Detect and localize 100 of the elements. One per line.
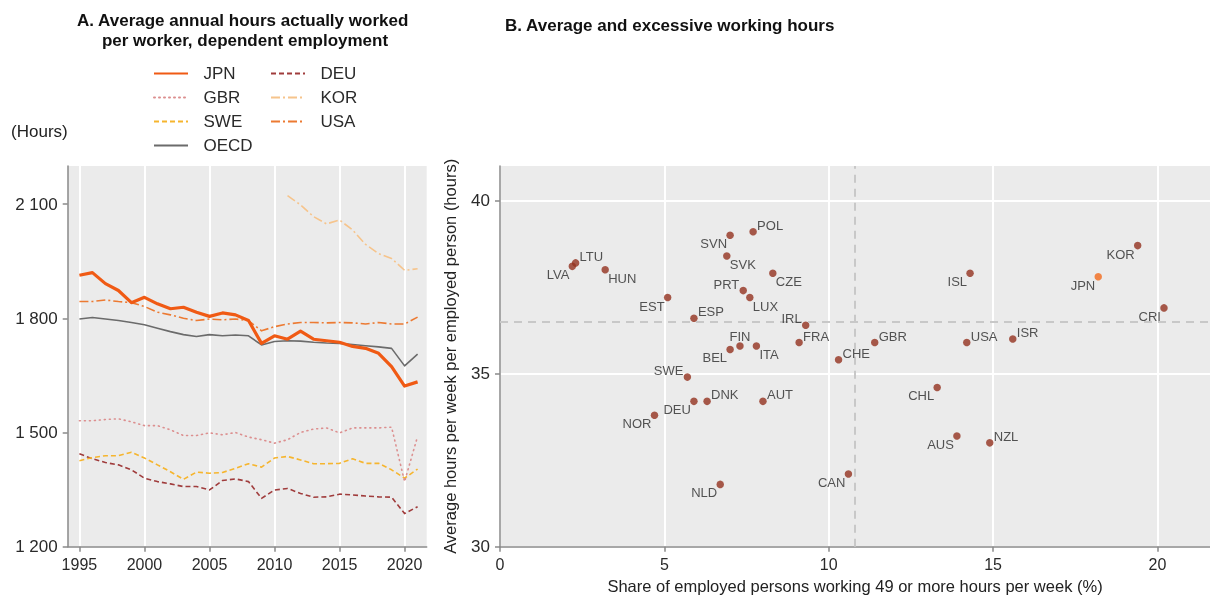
point [663,293,672,302]
point [953,432,961,440]
annotation: GBR [878,328,907,344]
x-tick-label: 2010 [256,556,293,574]
x-tick-label: 2005 [191,556,228,574]
annotation: LUX [752,298,779,314]
annotation: AUT [766,387,794,403]
x-axis-title: Share of employed persons working 49 or more hours per week (%) [607,577,1103,596]
point [601,266,609,274]
annotation: HUN [608,270,637,286]
line-series [78,299,419,332]
point [683,373,692,381]
line-series [78,451,419,481]
point [870,338,879,347]
x-tick-label: 10 [819,556,838,574]
point [1094,273,1102,281]
point [769,269,777,278]
annotation: FIN [729,328,751,344]
annotation: SVK [729,256,757,272]
legend-label: KOR [320,88,358,107]
annotation: LVA [546,267,570,283]
point [759,397,767,406]
legend-label: JPN [203,64,236,83]
y-tick-label: 1 200 [15,537,58,557]
annotation: LTU [579,248,604,264]
point [690,397,698,406]
point [703,397,711,406]
annotation: ISL [947,274,968,290]
y-tick-label: 30 [471,537,490,557]
annotation: CZE [775,274,803,290]
chart-title: B. Average and excessive working hours [505,15,835,35]
point [1160,304,1168,312]
line-series [77,271,420,388]
annotation: NZL [993,428,1019,444]
line-series [78,316,419,367]
point [726,231,734,239]
y-tick-label: 40 [471,191,490,211]
x-tick-label: 2000 [126,556,163,574]
x-tick-label: 5 [659,556,669,574]
point [650,411,659,419]
point [1133,241,1142,250]
annotation: CAN [817,475,846,491]
chart-title: A. Average annual hours actually worked per worker, dependent employment [76,10,414,50]
legend-label: USA [320,112,357,131]
point [571,259,580,267]
line-series [78,453,419,515]
x-tick-label: 1995 [61,556,98,574]
annotation: SVN [700,236,728,252]
point [1009,335,1017,343]
point [736,342,744,350]
point [690,314,698,323]
y-tick-label: 1 500 [15,422,58,442]
point [986,439,994,447]
annotation: EST [639,298,665,314]
x-tick-label: 2015 [321,556,358,574]
annotation: ITA [759,346,779,362]
y-tick-label: 2 100 [15,194,58,214]
point [726,345,734,354]
x-tick-label: 0 [495,556,505,574]
legend-label: GBR [203,88,241,107]
line-series [78,417,419,483]
point [795,338,803,347]
y-axis-title: (Hours) [11,122,68,141]
annotation: FRA [803,328,830,344]
x-tick-label: 20 [1148,556,1167,574]
annotation: ESP [697,304,724,320]
point [723,252,731,260]
point [746,293,754,302]
point [801,321,810,329]
point [933,383,941,392]
point [844,470,853,478]
annotation: SWE [653,363,684,379]
point [752,342,761,350]
point [716,480,724,489]
x-tick-label: 2020 [386,556,423,574]
annotation: USA [970,328,998,344]
annotation: CRI [1138,308,1161,324]
x-tick-label: 15 [984,556,1003,574]
annotation: NLD [691,485,718,501]
annotation: DEU [663,402,691,418]
legend-label: OECD [203,136,253,155]
annotation: AUS [927,436,955,452]
y-tick-label: 35 [471,364,490,384]
point [834,356,843,364]
legend-label: DEU [320,64,357,83]
point [963,338,971,347]
annotation: BEL [702,350,728,366]
y-tick-label: 1 800 [15,308,58,328]
point [749,228,757,236]
annotation: IRL [781,311,802,327]
annotation: POL [757,217,784,233]
annotation: CHL [908,388,935,404]
annotation: CHE [842,345,871,361]
annotation: KOR [1106,246,1135,262]
annotation: ISR [1016,325,1039,341]
legend-label: SWE [203,112,243,131]
point [739,286,747,295]
annotation: PRT [713,276,740,292]
point [966,269,974,278]
annotation: NOR [622,416,652,432]
